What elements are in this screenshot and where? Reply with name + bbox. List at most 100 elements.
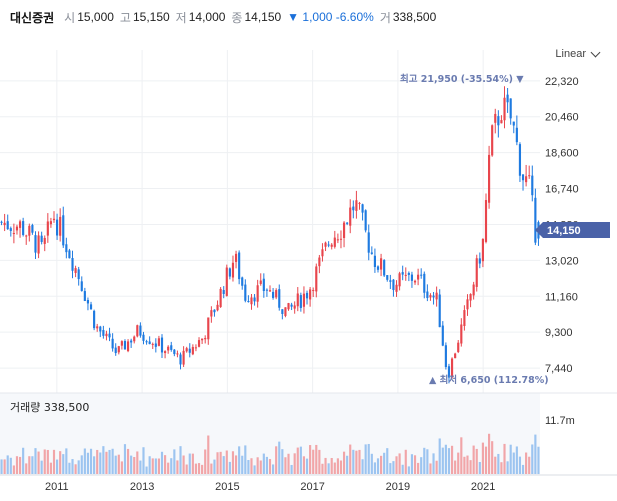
- volume-bar: [336, 458, 339, 474]
- volume-bar: [191, 453, 194, 474]
- candle-body: [170, 345, 173, 350]
- volume-bar: [46, 449, 49, 474]
- volume-bar: [494, 456, 497, 474]
- candle-body: [154, 343, 157, 347]
- candle-body: [438, 294, 441, 328]
- volume-bar: [89, 448, 93, 474]
- volume-bar: [454, 460, 457, 474]
- candle-body: [231, 262, 235, 278]
- volume-bar: [305, 458, 309, 474]
- volume-bar: [478, 462, 481, 474]
- volume-bar: [25, 463, 28, 474]
- volume-bar: [62, 454, 65, 474]
- candle-body: [293, 305, 296, 309]
- close-value: 14,150: [244, 10, 282, 24]
- volume-bar: [130, 455, 133, 474]
- candle-body: [484, 200, 488, 242]
- candle-body: [349, 207, 352, 226]
- candle-body: [176, 353, 179, 355]
- candle-body: [330, 244, 333, 247]
- volume-bar: [484, 446, 488, 474]
- candles: [0, 86, 540, 384]
- candle-body: [268, 290, 272, 292]
- candle-body: [429, 295, 432, 298]
- volume-bar: [475, 448, 478, 474]
- candle-body: [210, 310, 213, 317]
- volume-panel-label: 거래량 338,500: [10, 401, 90, 414]
- volume-bar: [339, 460, 343, 474]
- candle-body: [435, 292, 438, 300]
- candle-body: [469, 294, 472, 301]
- volume-bar: [389, 463, 392, 474]
- candle-body: [265, 289, 268, 291]
- volume-bar: [457, 452, 460, 474]
- volume-bar: [441, 447, 444, 474]
- volume-bar: [299, 446, 302, 474]
- svg-text:▲ 최저 6,650 (112.78: ▲ 최저 6,650 (112.78%): [429, 374, 549, 386]
- candle-body: [40, 235, 43, 242]
- price-axis-tick: 11,160: [545, 291, 578, 303]
- candle-body: [380, 258, 383, 270]
- volume-bar: [491, 441, 494, 474]
- candle-body: [290, 304, 293, 307]
- candle-body: [444, 345, 447, 368]
- min-label: 최저: [440, 374, 457, 386]
- candle-body: [191, 346, 194, 355]
- volume-bar: [222, 456, 225, 474]
- volume-bar: [120, 461, 123, 474]
- candle-body: [194, 347, 198, 349]
- candle-body: [447, 366, 451, 378]
- volume-bar: [228, 461, 231, 474]
- candle-body: [15, 226, 19, 231]
- candle-body: [305, 292, 309, 299]
- volume-bar: [31, 456, 34, 474]
- scale-dropdown[interactable]: Linear: [555, 47, 601, 60]
- price-tag-shape: [535, 222, 610, 238]
- volume-bar: [521, 464, 525, 474]
- volume-bar: [333, 462, 336, 474]
- candle-body: [247, 300, 250, 303]
- candle-body: [160, 337, 164, 353]
- candle-body: [472, 284, 475, 296]
- candle-body: [321, 249, 324, 257]
- change-percent: -6.60%: [335, 10, 374, 24]
- candle-body: [99, 326, 102, 332]
- volume-bar: [148, 456, 151, 474]
- volume-bar: [65, 448, 68, 474]
- candle-body: [441, 325, 444, 346]
- volume-bar: [426, 449, 429, 474]
- volume-bar: [327, 463, 330, 474]
- volume-bar: [518, 456, 522, 474]
- candle-body: [71, 258, 74, 271]
- candle-body: [83, 291, 86, 301]
- volume-bar: [167, 462, 170, 474]
- candle-body: [518, 144, 522, 176]
- candle-body: [404, 274, 407, 276]
- candle-body: [56, 219, 59, 236]
- volume-bar: [126, 448, 130, 474]
- candle-body: [309, 289, 312, 300]
- close-label: 종: [231, 10, 243, 25]
- low-value: 14,000: [188, 10, 226, 24]
- quote-header: 대신증권 시 15,000 고 15,150 저 14,000 종 14,150…: [0, 0, 617, 34]
- volume-bar: [6, 455, 9, 474]
- volume-bar: [444, 444, 447, 474]
- candle-body: [253, 297, 256, 302]
- candle-body: [105, 333, 108, 337]
- volume-bar: [423, 447, 426, 474]
- volume-bar: [157, 458, 160, 474]
- candle-body: [512, 121, 515, 126]
- max-annotation: 최고 21,950 (-35.54%) ▼: [400, 73, 524, 85]
- price-tag-value: 14,150: [547, 225, 581, 237]
- volume-bar: [173, 449, 176, 474]
- time-axis-tick: 2015: [215, 481, 239, 493]
- volume-bar: [398, 453, 401, 474]
- candle-body: [114, 347, 117, 354]
- price-axis-tick: 20,460: [545, 112, 579, 124]
- candle-body: [373, 255, 376, 267]
- candle-body: [219, 288, 222, 307]
- candle-body: [491, 125, 494, 156]
- volume-bar: [77, 460, 80, 474]
- price-axis-tick: 22,320: [545, 76, 579, 88]
